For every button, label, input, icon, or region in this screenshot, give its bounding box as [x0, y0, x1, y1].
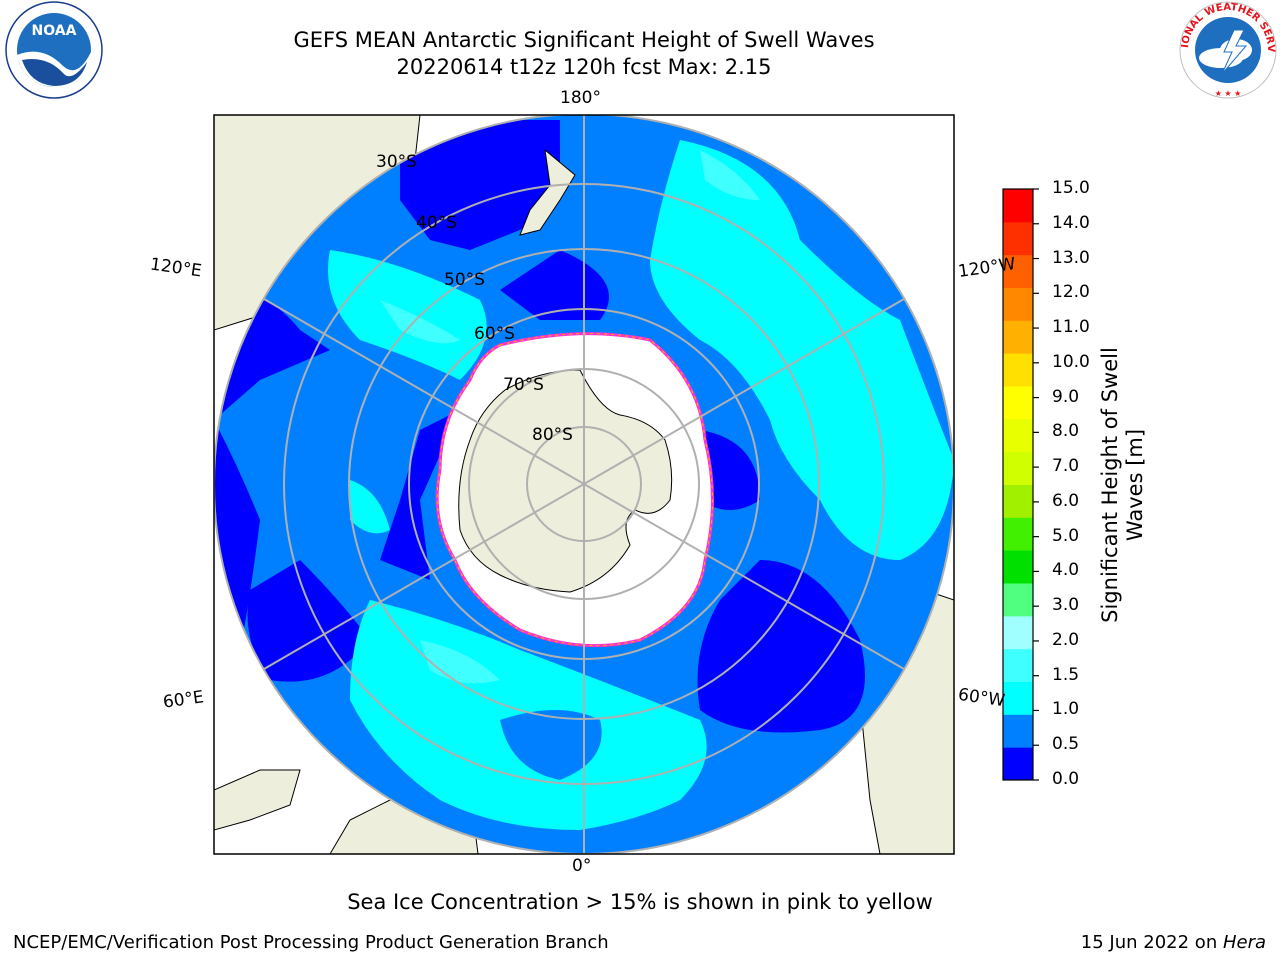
colorbar-title-line1: Significant Height of Swell — [1098, 347, 1122, 623]
colorbar-segment — [1003, 254, 1033, 288]
lat-label-30s: 30°S — [376, 152, 417, 172]
colorbar-segment — [1003, 451, 1033, 485]
colorbar-tick-label: 13.0 — [1052, 247, 1090, 268]
colorbar-frame — [1002, 188, 1034, 781]
graticule — [214, 115, 954, 854]
colorbar-segment — [1003, 353, 1033, 387]
colorbar-tick-label: 0.0 — [1052, 769, 1080, 789]
sea-ice-note: Sea Ice Concentration > 15% is shown in … — [347, 890, 933, 914]
colorbar-segment — [1003, 550, 1033, 584]
colorbar-tick-label: 1.5 — [1052, 664, 1080, 685]
colorbar-tick-label: 1.0 — [1052, 699, 1080, 720]
colorbar-tick-label: 12.0 — [1052, 282, 1090, 303]
colorbar-tick-label: 7.0 — [1052, 456, 1080, 477]
colorbar-tick-label: 14.0 — [1052, 212, 1090, 233]
colorbar-segment — [1003, 747, 1033, 781]
colorbar-tick-label: 11.0 — [1052, 317, 1090, 338]
noaa-logo: NOAA — [5, 1, 103, 99]
lon-label-0: 0° — [572, 856, 592, 876]
nws-logo: NATIONAL WEATHER SERVICE ★ ★ ★ — [1176, 0, 1277, 99]
colorbar-title-line2: Waves [m] — [1123, 428, 1147, 542]
colorbar-tick-label: 4.0 — [1052, 560, 1080, 581]
colorbar-segment — [1003, 681, 1033, 715]
chart-subtitle: 20220614 t12z 120h fcst Max: 2.15 — [396, 55, 772, 79]
lon-label-180: 180° — [560, 88, 601, 108]
colorbar-tick-label: 2.0 — [1052, 629, 1080, 650]
colorbar-segment — [1003, 484, 1033, 518]
colorbar-segment — [1003, 615, 1033, 650]
colorbar-segment — [1003, 714, 1033, 748]
colorbar-segment — [1003, 517, 1033, 551]
svg-text:★ ★ ★: ★ ★ ★ — [1215, 89, 1242, 98]
footer-date-text: 15 Jun 2022 on — [1080, 932, 1223, 953]
footer-host: Hera — [1222, 932, 1266, 953]
colorbar-segment — [1003, 287, 1033, 321]
colorbar-tick-label: 0.5 — [1052, 734, 1080, 755]
colorbar-tick-label: 10.0 — [1052, 351, 1090, 372]
colorbar-tick-label: 6.0 — [1052, 490, 1080, 511]
lat-label-40s: 40°S — [416, 213, 457, 233]
map-frame — [213, 114, 955, 855]
colorbar-tick-label: 3.0 — [1052, 595, 1080, 616]
colorbar-segment — [1003, 386, 1033, 420]
lat-label-60s: 60°S — [474, 324, 515, 344]
lat-label-70s: 70°S — [503, 375, 544, 395]
footer-date: 15 Jun 2022 on Hera — [1081, 932, 1266, 953]
colorbar-tick-label: 15.0 — [1052, 178, 1090, 198]
colorbar-title: Significant Height of Swell Waves [m] — [1098, 185, 1158, 785]
madagascar-land — [214, 769, 301, 831]
colorbar-tick-label: 9.0 — [1052, 386, 1080, 407]
lat-label-50s: 50°S — [444, 270, 485, 290]
footer-credit: NCEP/EMC/Verification Post Processing Pr… — [13, 932, 609, 953]
noaa-logo-text: NOAA — [32, 23, 77, 39]
colorbar — [1003, 189, 1033, 781]
colorbar-segment — [1003, 418, 1033, 453]
colorbar-segment — [1003, 583, 1033, 617]
lat-label-80s: 80°S — [532, 425, 573, 445]
antarctica-land — [458, 369, 673, 593]
colorbar-segment — [1003, 648, 1033, 682]
chart-title: GEFS MEAN Antarctic Significant Height o… — [293, 28, 875, 52]
colorbar-tick-label: 5.0 — [1052, 525, 1080, 546]
colorbar-segment — [1003, 320, 1033, 354]
new-zealand-land — [519, 148, 576, 236]
colorbar-segment — [1003, 221, 1033, 256]
colorbar-tick-label: 8.0 — [1052, 421, 1080, 442]
colorbar-segment — [1003, 189, 1033, 223]
